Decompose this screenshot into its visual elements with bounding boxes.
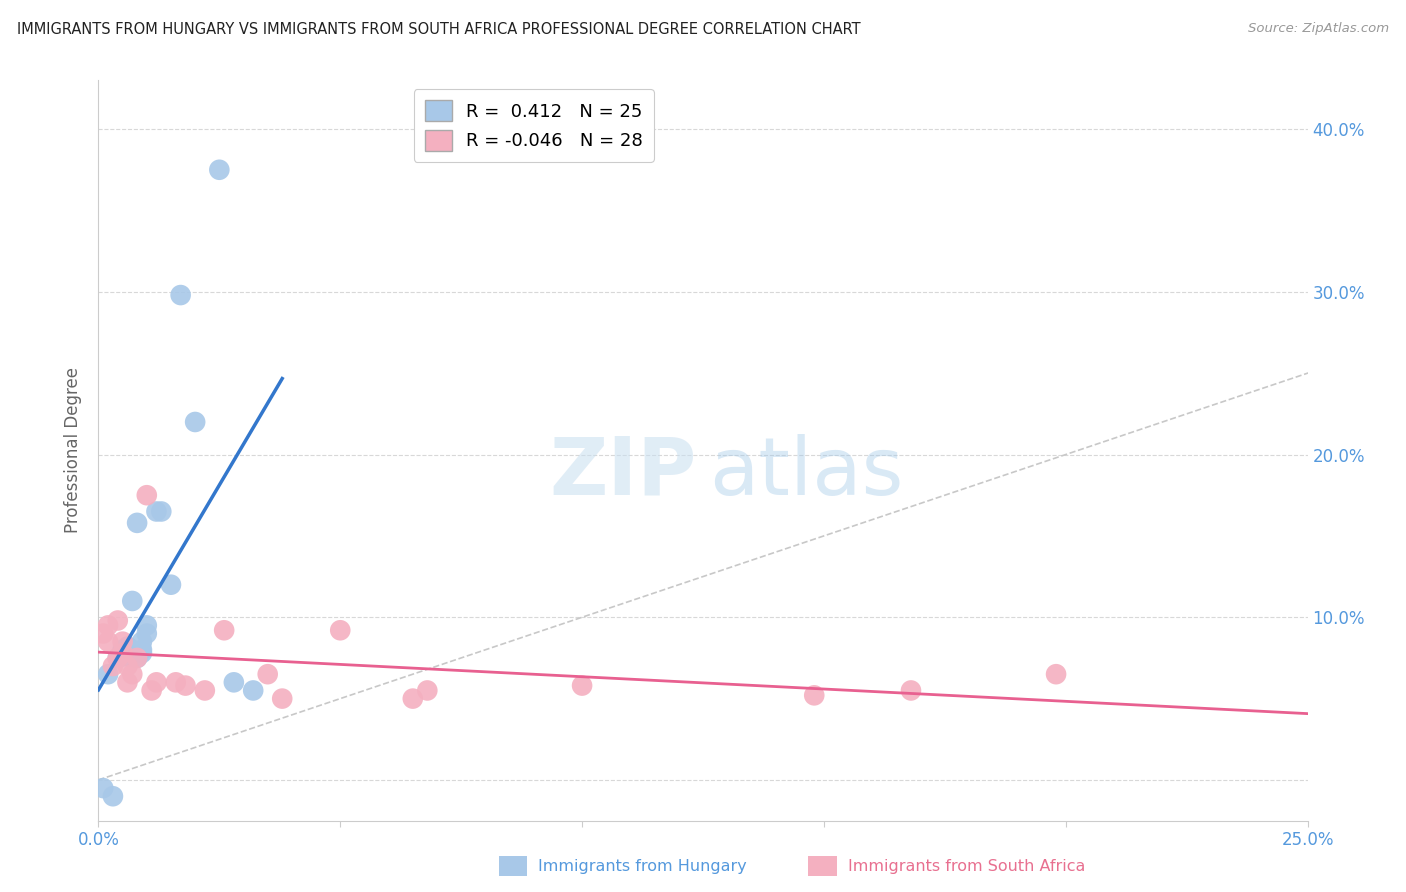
Point [127,651,149,665]
Point [117,675,139,690]
Text: IMMIGRANTS FROM HUNGARY VS IMMIGRANTS FROM SOUTH AFRICA PROFESSIONAL DEGREE CORR: IMMIGRANTS FROM HUNGARY VS IMMIGRANTS FR… [17,22,860,37]
Point [174,679,197,693]
Text: ZIP: ZIP [550,434,697,512]
Text: Immigrants from Hungary: Immigrants from Hungary [538,859,747,873]
Point [1045,667,1067,681]
Point [117,640,139,654]
Point [107,614,129,628]
Point [145,675,167,690]
Point [194,683,217,698]
Point [131,634,153,648]
Point [101,659,124,673]
Point [111,642,134,657]
Point [271,691,294,706]
Point [111,646,134,660]
Point [256,667,278,681]
Point [131,646,153,660]
Point [242,683,264,698]
Point [135,626,157,640]
Legend: R =  0.412   N = 25, R = -0.046   N = 28: R = 0.412 N = 25, R = -0.046 N = 28 [413,89,654,161]
Point [329,624,352,638]
Point [127,516,149,530]
Point [212,624,235,638]
Point [169,288,191,302]
Point [571,679,593,693]
Point [135,618,157,632]
Point [97,667,120,681]
Point [184,415,207,429]
Point [101,789,124,804]
Point [97,618,120,632]
Point [150,504,173,518]
Point [121,667,143,681]
Point [121,594,143,608]
Text: Immigrants from South Africa: Immigrants from South Africa [848,859,1085,873]
Point [131,642,153,657]
Point [208,162,231,177]
Point [127,651,149,665]
Text: atlas: atlas [709,434,904,512]
Y-axis label: Professional Degree: Professional Degree [65,368,83,533]
Point [117,659,139,673]
Point [91,781,114,796]
Point [111,649,134,664]
Text: Source: ZipAtlas.com: Source: ZipAtlas.com [1249,22,1389,36]
Point [145,504,167,518]
Point [97,634,120,648]
Point [803,689,825,703]
Point [141,683,163,698]
Point [222,675,245,690]
Point [121,642,143,657]
Point [91,626,114,640]
Point [402,691,425,706]
Point [107,651,129,665]
Point [117,649,139,664]
Point [160,577,183,591]
Point [107,651,129,665]
Point [135,488,157,502]
Point [165,675,187,690]
Point [900,683,922,698]
Point [416,683,439,698]
Point [111,634,134,648]
